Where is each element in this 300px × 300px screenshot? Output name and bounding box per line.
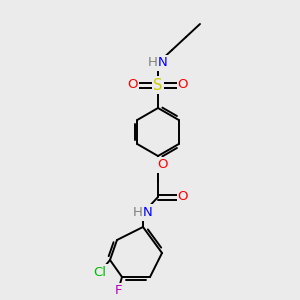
Text: Cl: Cl bbox=[94, 266, 106, 278]
Text: O: O bbox=[178, 190, 188, 203]
Text: O: O bbox=[128, 79, 138, 92]
Text: N: N bbox=[143, 206, 153, 218]
Text: S: S bbox=[153, 77, 163, 92]
Text: O: O bbox=[178, 79, 188, 92]
Text: H: H bbox=[133, 206, 143, 220]
Text: H: H bbox=[148, 56, 158, 70]
Text: F: F bbox=[114, 284, 122, 298]
Text: N: N bbox=[158, 56, 168, 70]
Text: O: O bbox=[158, 158, 168, 172]
